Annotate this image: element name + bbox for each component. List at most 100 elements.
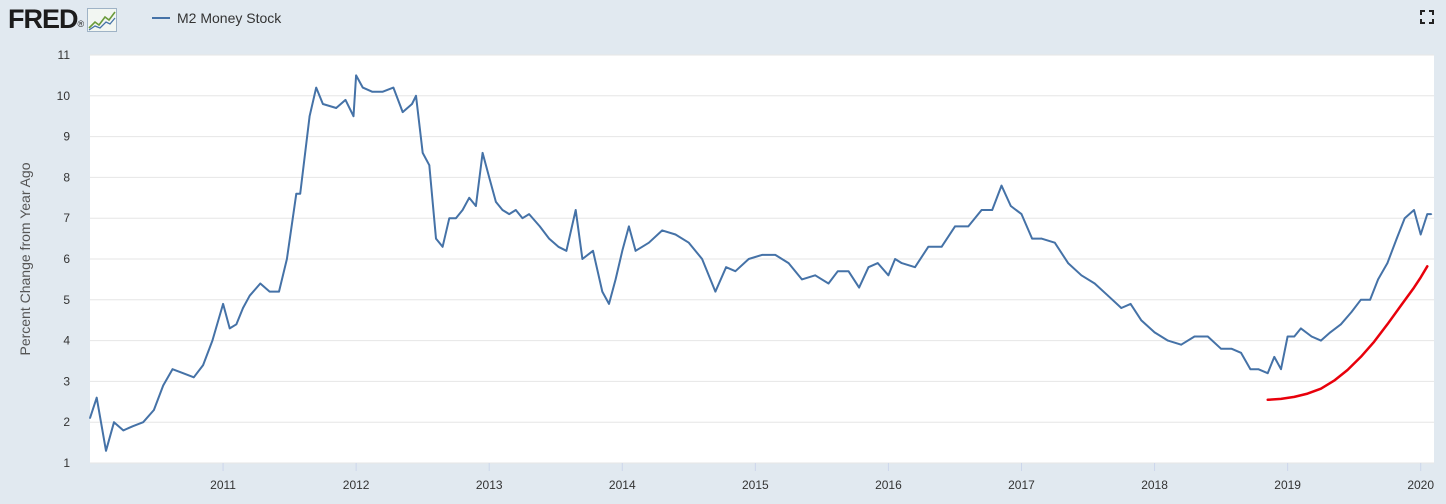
x-tick-label: 2016 — [875, 478, 902, 492]
logo-text: FRED — [8, 4, 78, 34]
y-tick-label: 5 — [63, 293, 70, 307]
data-point — [614, 278, 617, 281]
y-tick-label: 4 — [63, 334, 70, 348]
data-point — [814, 274, 817, 277]
y-tick-label: 9 — [63, 130, 70, 144]
data-point — [787, 262, 790, 264]
data-point — [648, 241, 650, 244]
data-point — [481, 152, 484, 154]
data-point — [1430, 213, 1433, 215]
data-point — [475, 205, 477, 207]
data-point — [113, 421, 115, 424]
data-point — [286, 258, 288, 260]
data-point — [235, 323, 238, 326]
data-point — [1107, 294, 1109, 297]
data-point — [1230, 347, 1233, 350]
data-point — [461, 209, 464, 211]
data-point — [1413, 209, 1415, 211]
data-point — [1120, 307, 1123, 309]
data-point — [521, 217, 524, 219]
data-point — [242, 307, 244, 309]
data-point — [900, 262, 903, 264]
data-point — [1395, 237, 1398, 240]
data-point — [734, 270, 737, 273]
data-point — [468, 197, 471, 199]
data-point — [634, 250, 637, 252]
data-point — [1129, 303, 1132, 305]
data-point — [392, 86, 395, 89]
data-point — [725, 266, 727, 268]
y-tick-label: 1 — [63, 456, 70, 470]
data-point — [1140, 319, 1143, 322]
data-point — [1080, 274, 1083, 277]
data-point — [371, 90, 373, 93]
data-point — [308, 115, 311, 117]
data-point — [268, 290, 271, 293]
data-point — [415, 95, 417, 97]
data-point — [581, 258, 584, 260]
data-point — [248, 294, 251, 297]
x-tick-label: 2013 — [476, 478, 503, 492]
data-point — [335, 107, 337, 109]
data-point — [411, 103, 413, 105]
data-point — [89, 417, 91, 419]
data-point — [428, 164, 431, 166]
data-point — [1403, 217, 1406, 219]
legend-label: M2 Money Stock — [177, 10, 282, 26]
data-point — [641, 245, 644, 248]
data-point — [1377, 278, 1379, 281]
data-point — [774, 254, 777, 256]
data-point — [222, 303, 224, 305]
y-axis-label: Percent Change from Year Ago — [17, 162, 33, 355]
data-point — [1067, 262, 1069, 264]
data-point — [1419, 233, 1422, 236]
data-point — [278, 290, 280, 293]
data-point — [688, 241, 690, 244]
expand-icon[interactable] — [1420, 10, 1434, 24]
data-point — [761, 254, 763, 256]
data-point — [714, 290, 717, 293]
data-point — [295, 192, 298, 195]
data-point — [421, 152, 424, 154]
data-point — [1167, 339, 1169, 342]
data-point — [954, 225, 956, 228]
data-point — [455, 217, 457, 219]
data-point — [628, 225, 630, 228]
data-point — [1020, 213, 1023, 215]
x-tick-label: 2019 — [1274, 478, 1301, 492]
data-point — [401, 111, 404, 113]
data-point — [105, 449, 107, 452]
data-point — [361, 86, 364, 89]
x-tick-label: 2018 — [1141, 478, 1168, 492]
data-point — [211, 339, 214, 342]
data-point — [1293, 335, 1296, 338]
expand-icon-graphic — [1420, 10, 1434, 24]
data-point — [153, 409, 155, 411]
data-point — [315, 86, 318, 89]
data-point — [171, 368, 174, 370]
x-tick-label: 2015 — [742, 478, 769, 492]
y-tick-label: 10 — [57, 89, 71, 103]
data-point — [322, 103, 324, 105]
data-point — [592, 250, 594, 252]
data-point — [1220, 347, 1222, 350]
data-point — [674, 233, 677, 236]
chart-legend: M2 Money Stock — [152, 10, 281, 26]
logo-registered-mark: ® — [77, 19, 85, 29]
data-point — [1340, 323, 1342, 326]
data-point — [1329, 331, 1332, 334]
data-point — [1193, 335, 1196, 338]
data-point — [557, 245, 560, 248]
data-point — [1320, 339, 1322, 342]
data-point — [488, 176, 491, 179]
data-point — [1266, 372, 1269, 375]
data-point — [914, 266, 916, 268]
x-axis-ticks: 2011 2012 2013 2014 2015 2016 2017 2018 2019 2020 — [210, 463, 1434, 492]
data-point — [448, 217, 451, 219]
data-point — [1240, 352, 1242, 354]
x-tick-label: 2012 — [343, 478, 370, 492]
y-axis-ticks: 1 2 3 4 5 6 7 8 9 10 11 — [57, 48, 71, 470]
fred-logo[interactable]: FRED ® — [8, 4, 118, 35]
data-point — [747, 258, 750, 260]
